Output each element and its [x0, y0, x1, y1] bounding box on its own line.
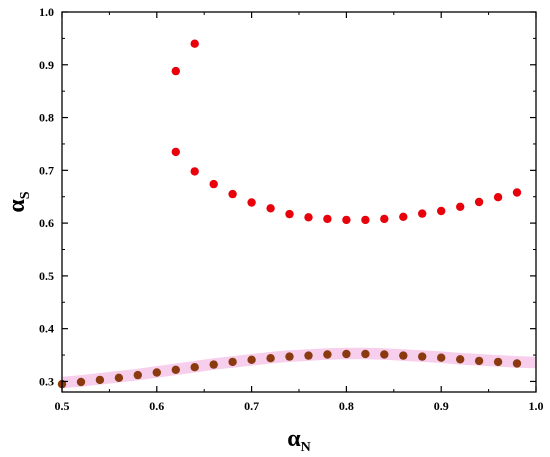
x-tick-label: 0.9 [434, 399, 449, 413]
data-points-layer [57, 39, 522, 389]
data-point-series-1 [190, 39, 199, 48]
y-tick-label: 1.0 [39, 5, 54, 19]
data-point-series-1 [247, 198, 256, 207]
axis-ticks-layer: 0.5 0.6 0.7 0.8 0.9 1.0 0.3 0.4 0.5 0.6 0.7 0.8 0.9 1… [39, 5, 544, 413]
data-point-series-2 [95, 375, 105, 385]
data-point-series-1 [399, 212, 408, 221]
data-point-series-1 [437, 206, 446, 216]
data-point-series-1 [380, 214, 389, 224]
y-axis-title-main: α [4, 199, 30, 213]
x-tick-label: 0.7 [244, 399, 259, 413]
data-point-series-2 [133, 370, 142, 380]
data-point-series-2 [285, 352, 294, 361]
data-point-series-2 [190, 363, 199, 372]
data-point-series-2 [171, 365, 180, 374]
y-tick-label: 0.4 [39, 322, 54, 336]
data-point-series-1 [209, 179, 218, 189]
data-point-series-1 [474, 197, 484, 207]
data-point-series-1 [228, 189, 237, 199]
data-point-series-2 [114, 373, 124, 382]
data-point-series-2 [228, 357, 237, 367]
x-axis-title: αN [287, 426, 311, 455]
data-point-series-2 [399, 351, 408, 360]
data-point-series-2 [456, 355, 465, 364]
data-point-series-2 [304, 351, 313, 360]
data-point-series-2 [380, 350, 389, 359]
y-tick-label: 0.3 [39, 374, 54, 388]
data-point-series-1 [171, 66, 180, 76]
data-point-series-2 [493, 357, 503, 367]
x-axis-title-sub: N [301, 440, 311, 455]
data-point-series-2 [512, 359, 522, 368]
data-point-series-1 [361, 215, 370, 225]
x-axis-title-main: α [287, 426, 301, 452]
y-tick-label: 0.8 [39, 111, 54, 125]
data-point-series-2 [361, 349, 370, 359]
x-tick-label: 0.8 [339, 399, 354, 413]
data-point-series-1 [418, 209, 427, 218]
data-point-series-2 [418, 352, 427, 361]
y-tick-label: 0.6 [39, 216, 54, 230]
y-tick-label: 0.5 [39, 269, 54, 283]
highlight-band-layer [62, 347, 536, 389]
data-point-series-1 [512, 188, 522, 197]
data-point-series-1 [171, 147, 180, 157]
data-point-series-1 [285, 209, 294, 219]
data-point-series-2 [342, 349, 351, 359]
data-point-series-2 [209, 360, 218, 369]
y-tick-label: 0.9 [39, 58, 54, 72]
data-point-series-1 [456, 202, 465, 211]
y-axis-title-sub: S [18, 191, 33, 199]
data-point-series-1 [342, 215, 351, 225]
x-tick-label: 0.5 [55, 399, 70, 413]
y-axis-title: αS [4, 191, 33, 212]
data-point-series-2 [323, 350, 332, 359]
data-point-series-1 [266, 204, 275, 213]
data-point-series-1 [304, 213, 313, 222]
y-tick-label: 0.7 [39, 163, 54, 177]
data-point-series-1 [493, 193, 503, 202]
x-tick-label: 0.6 [149, 399, 164, 413]
axis-titles-layer: αN αS [4, 191, 311, 455]
highlight-band [62, 347, 536, 389]
data-point-series-2 [437, 353, 446, 362]
data-point-series-2 [474, 356, 484, 366]
data-point-series-1 [323, 214, 332, 224]
data-point-series-1 [190, 167, 199, 176]
data-point-series-2 [266, 354, 275, 363]
x-tick-label: 1.0 [529, 399, 544, 413]
data-point-series-2 [76, 377, 86, 387]
data-point-series-2 [152, 368, 161, 377]
data-point-series-2 [247, 355, 256, 364]
